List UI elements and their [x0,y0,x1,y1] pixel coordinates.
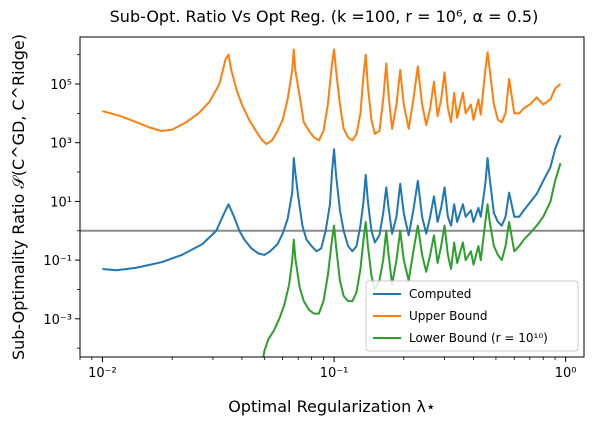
y-tick-label: 10¹ [50,195,72,210]
y-axis-label: Sub-Optimality Ratio 𝒮(C^GD, C^Ridge) [9,34,28,360]
legend: Computed Upper Bound Lower Bound (r = 10… [365,280,579,352]
series-line-computed [102,134,562,272]
y-tick-label: 10⁵ [50,78,72,93]
y-tick-label: 10⁻¹ [43,254,72,269]
series-line-lower [262,162,562,357]
y-tick-label: 10⁻³ [43,313,72,328]
legend-label-computed: Computed [409,287,471,301]
series-group [102,48,562,357]
y-tick-label: 10³ [50,137,72,152]
series-line-upper [102,48,562,146]
legend-box [365,280,579,352]
plot-frame [79,36,585,358]
x-tick-label: 10⁻¹ [320,366,349,381]
x-axis-label: Optimal Regularization λ⋆ [228,397,436,416]
x-tick-label: 10⁰ [555,366,577,381]
x-tick-label: 10⁻² [88,366,117,381]
ticks-group: 10⁻² 10⁻¹ 10⁰ 10⁻³ 10⁻¹ 10¹ 10³ 10⁵ [43,54,577,381]
legend-label-upper-bound: Upper Bound [409,309,488,323]
chart-title: Sub-Opt. Ratio Vs Opt Reg. (k =100, r = … [110,7,539,26]
legend-label-lower-bound: Lower Bound (r = 10¹⁰) [409,331,548,345]
